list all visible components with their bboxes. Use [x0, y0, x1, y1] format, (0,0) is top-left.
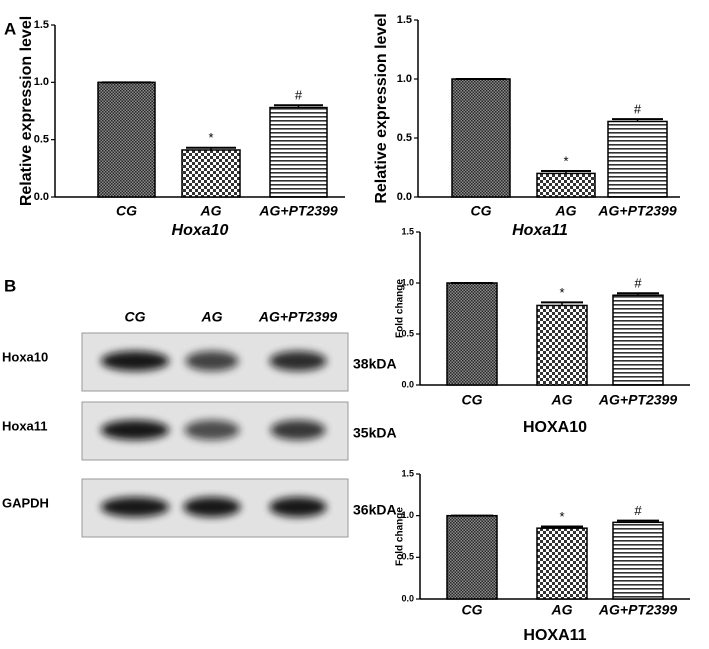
y-tick-label: 1.0	[401, 510, 414, 520]
blot-band	[270, 420, 326, 440]
blot-row-label: Hoxa11	[2, 418, 48, 433]
blot-row-label: Hoxa10	[2, 349, 48, 364]
blot-band	[184, 420, 240, 440]
y-tick-label: 1.0	[397, 73, 412, 85]
y-tick-label: 1.5	[397, 14, 412, 26]
significance-mark: *	[559, 285, 564, 300]
y-tick-label: 0.5	[401, 328, 414, 338]
significance-mark: #	[295, 88, 303, 103]
significance-mark: *	[563, 153, 568, 168]
bar-chart: 0.0 0.5 1.0 1.5 Fold change HOXA11 CG * AG # AG+PT…	[395, 468, 690, 644]
x-tick-label: AG	[555, 203, 577, 219]
x-tick-label: CG	[462, 602, 483, 618]
blot-band	[269, 351, 327, 371]
western-blot: CG AG AG+PT2399 Hoxa10 38kDA Hoxa11 35kDA GAPDH…	[2, 309, 397, 538]
bar	[612, 294, 664, 386]
x-axis-label: HOXA11	[523, 627, 586, 644]
x-tick-label: AG+PT2399	[598, 602, 677, 618]
x-tick-label: AG	[551, 392, 573, 408]
blot-column-label: AG+PT2399	[258, 309, 337, 325]
x-axis-label: HOXA10	[523, 419, 587, 436]
y-axis-label: Relative expression level	[18, 16, 35, 206]
y-tick-label: 0.0	[401, 379, 414, 389]
blot-band	[100, 351, 170, 371]
x-axis-label: Hoxa10	[172, 222, 229, 239]
blot-row-label: GAPDH	[2, 495, 49, 510]
bar	[607, 120, 668, 198]
bar	[446, 282, 498, 386]
blot-size-label: 35kDA	[353, 425, 397, 441]
bar	[97, 81, 156, 198]
x-tick-label: AG+PT2399	[598, 392, 677, 408]
bar	[536, 304, 588, 386]
y-tick-label: 1.5	[401, 226, 414, 236]
bar	[612, 521, 664, 600]
significance-mark: #	[634, 503, 642, 518]
x-tick-label: AG+PT2399	[597, 203, 676, 219]
x-tick-label: CG	[462, 392, 483, 408]
blot-column-label: CG	[125, 309, 146, 325]
y-tick-label: 0.5	[397, 132, 412, 144]
y-axis-label: Relative expression level	[373, 13, 390, 203]
x-tick-label: CG	[471, 203, 492, 219]
bar	[269, 106, 328, 198]
y-tick-label: 0.5	[401, 552, 414, 562]
bar	[451, 78, 511, 198]
blot-band	[185, 351, 239, 371]
panel-label: A	[4, 19, 16, 38]
blot-band	[100, 420, 170, 440]
y-tick-label: 1.0	[401, 277, 414, 287]
y-tick-label: 1.0	[34, 76, 49, 88]
x-tick-label: AG	[551, 602, 573, 618]
bar	[536, 172, 596, 198]
significance-mark: #	[634, 102, 642, 117]
bar	[181, 149, 241, 198]
significance-mark: *	[559, 509, 564, 524]
y-axis-label: Fold change	[395, 279, 406, 338]
blot-column-label: AG	[201, 309, 223, 325]
x-tick-label: AG+PT2399	[258, 203, 337, 219]
y-axis-label: Fold change	[395, 507, 406, 566]
significance-mark: *	[208, 130, 213, 145]
y-tick-label: 0.0	[401, 593, 414, 603]
bar	[536, 527, 588, 600]
y-tick-label: 0.0	[34, 191, 49, 203]
bar-chart: 0.0 0.5 1.0 1.5 Fold change HOXA10 CG * AG # AG+PT…	[395, 226, 690, 436]
x-tick-label: AG	[200, 203, 222, 219]
x-axis-label: Hoxa11	[512, 222, 568, 239]
y-tick-label: 1.5	[401, 468, 414, 478]
blot-band	[183, 497, 241, 517]
x-tick-label: CG	[116, 203, 137, 219]
y-tick-label: 1.5	[34, 19, 49, 31]
bar-chart: 0.0 0.5 1.0 1.5 Relative expression level Hox…	[373, 13, 680, 239]
blot-band	[100, 497, 170, 517]
significance-mark: #	[634, 276, 642, 291]
panel-label: B	[4, 276, 16, 295]
blot-size-label: 36kDA	[353, 502, 397, 518]
blot-band	[269, 497, 327, 517]
blot-size-label: 38kDA	[353, 356, 397, 372]
bar	[446, 514, 498, 600]
y-tick-label: 0.0	[397, 191, 412, 203]
y-tick-label: 0.5	[34, 134, 49, 146]
